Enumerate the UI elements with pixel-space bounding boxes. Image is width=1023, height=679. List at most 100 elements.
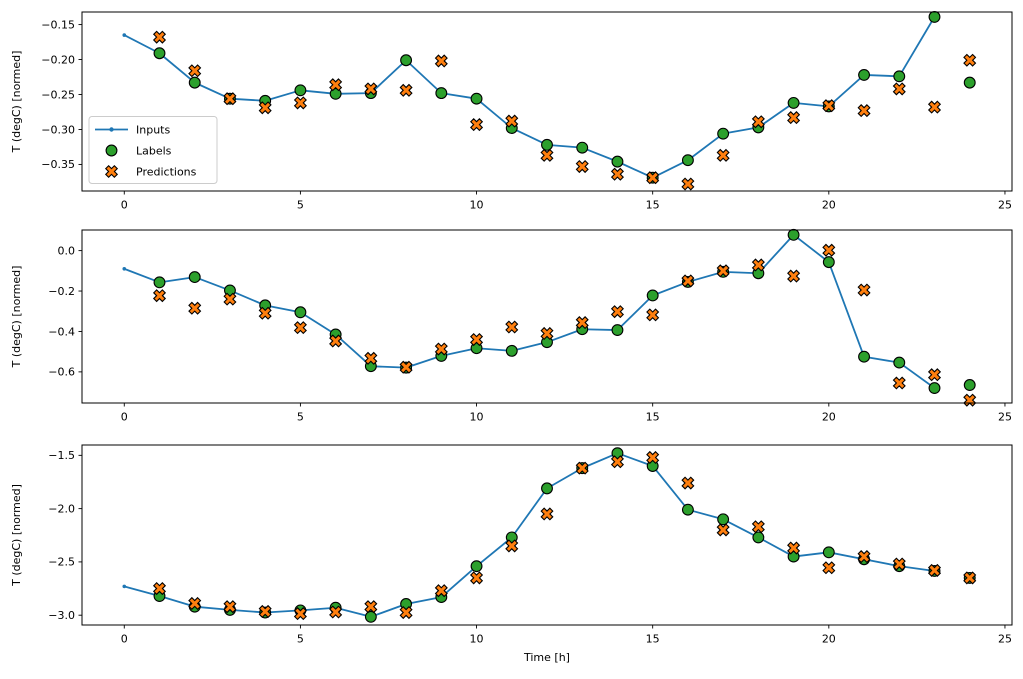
label-marker — [541, 138, 553, 151]
prediction-marker — [892, 557, 906, 571]
prediction-marker — [258, 604, 272, 619]
prediction-marker — [540, 148, 554, 162]
prediction-marker — [646, 450, 660, 465]
prediction-marker — [857, 283, 871, 297]
prediction-marker — [927, 368, 942, 382]
inputs-line — [123, 16, 936, 179]
prediction-marker — [399, 605, 413, 620]
prediction-marker — [258, 306, 272, 320]
subplot-2: 0.0 −0.2 −0.4 −0.6 0 5 10 15 20 25 T (degC) [norme… — [10, 228, 1013, 424]
legend-item-label: Predictions — [136, 165, 197, 178]
prediction-marker — [434, 584, 448, 598]
y-tick-label: −1.5 — [48, 449, 75, 462]
prediction-marker — [822, 99, 836, 113]
prediction-marker — [329, 78, 343, 92]
x-tick-label: 20 — [822, 411, 836, 424]
y-tick-label: −0.20 — [41, 53, 75, 66]
prediction-marker — [364, 351, 378, 365]
legend-item-label: Inputs — [136, 123, 170, 136]
prediction-marker — [927, 100, 942, 114]
label-marker — [188, 76, 201, 89]
label-marker — [435, 87, 448, 100]
x-axis-label: Time [h] — [523, 651, 570, 664]
subplot-3: −1.5 −2.0 −2.5 −3.0 0 5 10 15 20 25 T (degC) [norm… — [10, 444, 1013, 664]
x-tick-label: 0 — [121, 199, 128, 212]
inputs-point — [122, 584, 127, 589]
prediction-marker — [646, 308, 660, 322]
x-tick-label: 15 — [646, 199, 660, 212]
prediction-marker — [857, 550, 871, 564]
prediction-marker — [293, 607, 307, 621]
prediction-marker — [188, 64, 202, 78]
axes-frame — [81, 229, 1013, 404]
prediction-marker — [540, 326, 554, 341]
x-tick-label: 15 — [646, 633, 660, 646]
prediction-marker — [364, 82, 378, 96]
label-marker — [153, 276, 166, 289]
prediction-marker — [751, 115, 765, 129]
x-tick-label: 10 — [470, 633, 484, 646]
prediction-marker — [152, 30, 167, 44]
prediction-marker — [716, 264, 730, 278]
x-tick-label: 0 — [121, 633, 128, 646]
prediction-marker — [223, 600, 237, 614]
prediction-marker — [505, 320, 519, 334]
prediction-marker — [927, 563, 942, 577]
label-marker — [893, 70, 906, 83]
prediction-marker — [540, 507, 554, 521]
prediction-marker — [857, 104, 871, 118]
x-tick-label: 20 — [822, 199, 836, 212]
inputs-line — [124, 452, 935, 618]
prediction-marker — [575, 461, 589, 475]
prediction-marker — [716, 148, 730, 162]
prediction-marker — [329, 605, 343, 619]
x-tick-label: 10 — [470, 411, 484, 424]
prediction-marker — [787, 269, 801, 283]
y-tick-label: −3.0 — [48, 609, 75, 622]
x-tick-label: 15 — [646, 411, 660, 424]
label-marker — [611, 324, 624, 336]
prediction-marker — [681, 177, 695, 191]
prediction-marker — [293, 96, 307, 110]
prediction-marker — [610, 455, 624, 469]
prediction-marker — [751, 258, 765, 272]
y-tick-label: −2.0 — [48, 502, 75, 515]
legend: Inputs Labels Predictions — [88, 116, 218, 184]
label-marker — [787, 228, 800, 241]
y-tick-label: 0.0 — [58, 244, 76, 257]
label-marker — [576, 141, 589, 154]
axes-frame — [81, 444, 1013, 626]
prediction-marker — [963, 393, 977, 407]
label-marker — [928, 382, 941, 394]
label-marker — [681, 154, 694, 167]
prediction-marker — [787, 111, 801, 125]
legend-predictions-x-icon — [104, 164, 119, 179]
prediction-marker — [434, 342, 448, 356]
prediction-marker — [223, 292, 237, 306]
y-axis-label: T (degC) [normed] — [10, 266, 23, 369]
label-marker — [364, 610, 377, 623]
legend-item-label: Labels — [136, 144, 172, 157]
label-marker — [893, 356, 906, 369]
y-tick-label: −0.6 — [48, 366, 75, 379]
prediction-marker — [822, 243, 836, 257]
prediction-marker — [152, 289, 167, 303]
prediction-marker — [822, 561, 836, 575]
label-marker — [822, 256, 835, 269]
label-marker — [822, 546, 835, 559]
axes-frame — [81, 11, 1013, 192]
label-marker — [505, 344, 518, 357]
x-tick-label: 5 — [297, 411, 304, 424]
x-tick-label: 0 — [121, 411, 128, 424]
prediction-marker — [470, 333, 484, 347]
prediction-marker — [188, 596, 202, 611]
y-tick-label: −0.30 — [41, 123, 75, 136]
label-marker — [188, 271, 201, 284]
legend-inputs-dot-icon — [109, 127, 114, 132]
prediction-marker — [434, 54, 448, 68]
prediction-marker — [505, 539, 519, 553]
label-marker — [858, 350, 870, 363]
inputs-line — [123, 233, 936, 389]
